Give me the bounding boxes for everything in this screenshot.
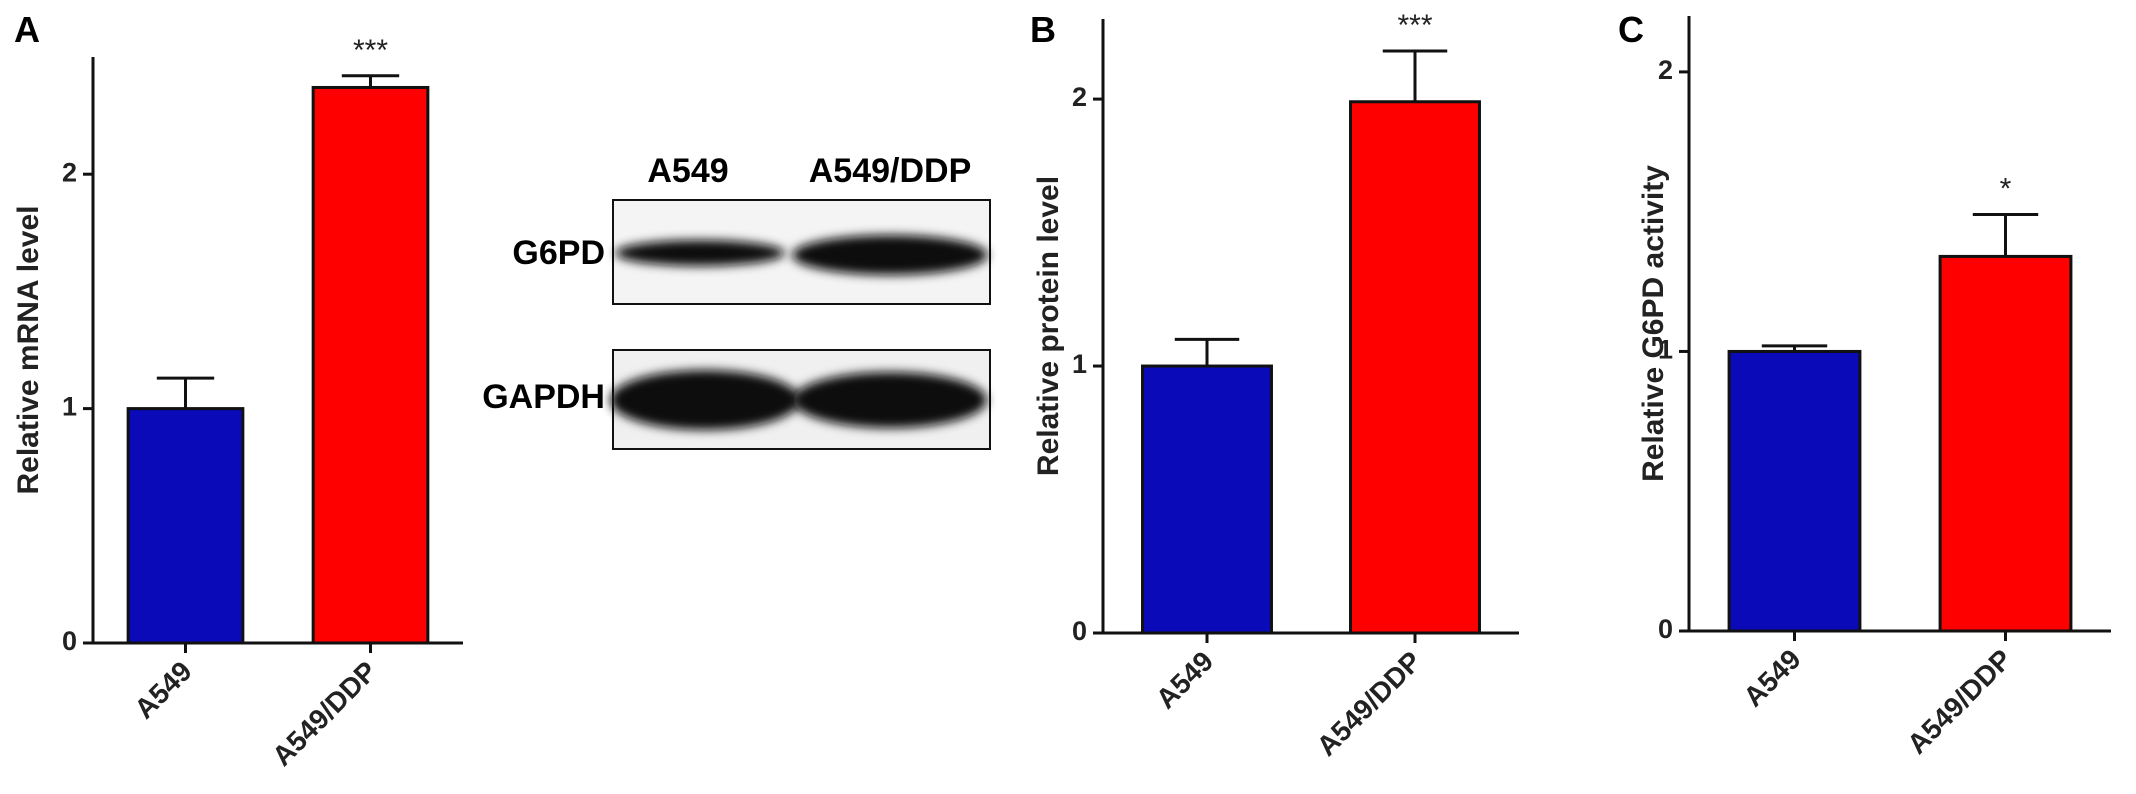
lane-label: A549 — [647, 152, 728, 190]
x-tick-label: A549/DDP — [1901, 643, 2018, 760]
y-tick-label: 0 — [1658, 614, 1673, 644]
significance-label: *** — [353, 34, 388, 67]
y-tick-label: 2 — [1072, 82, 1087, 112]
panel-label: B — [1030, 9, 1056, 50]
bar — [126, 407, 245, 645]
y-tick-label: 1 — [1658, 335, 1673, 365]
y-tick-label: 1 — [62, 392, 77, 422]
y-axis-label: Relative protein level — [1032, 176, 1065, 476]
band — [793, 372, 987, 428]
y-axis-label: Relative mRNA level — [12, 205, 45, 494]
panel-label: A — [14, 9, 40, 50]
y-tick-label: 0 — [62, 626, 77, 656]
x-tick-label: A549 — [128, 655, 197, 724]
bar — [1938, 254, 2073, 633]
y-axis-label: Relative G6PD activity — [1637, 165, 1670, 482]
band — [792, 235, 988, 275]
bar — [1349, 100, 1481, 635]
row-label: GAPDH — [482, 378, 605, 416]
x-tick-label: A549 — [1150, 645, 1219, 714]
band — [615, 240, 785, 266]
significance-label: *** — [1397, 9, 1432, 42]
bar — [1141, 364, 1273, 635]
band — [610, 370, 800, 430]
bar — [1727, 349, 1862, 633]
bar — [311, 85, 430, 645]
x-tick-label: A549 — [1737, 643, 1806, 712]
western-blot: A549 A549/DDP G6PD GAPDH — [482, 152, 991, 450]
significance-label: * — [2000, 172, 2012, 205]
y-tick-label: 0 — [1072, 616, 1087, 646]
row-label: G6PD — [512, 234, 605, 272]
x-tick-label: A549/DDP — [266, 655, 383, 772]
y-tick-label: 2 — [1658, 55, 1673, 85]
y-tick-label: 1 — [1072, 349, 1087, 379]
lane-label: A549/DDP — [809, 152, 972, 190]
panel-label: C — [1618, 9, 1644, 50]
y-tick-label: 2 — [62, 157, 77, 187]
x-tick-label: A549/DDP — [1311, 645, 1428, 762]
